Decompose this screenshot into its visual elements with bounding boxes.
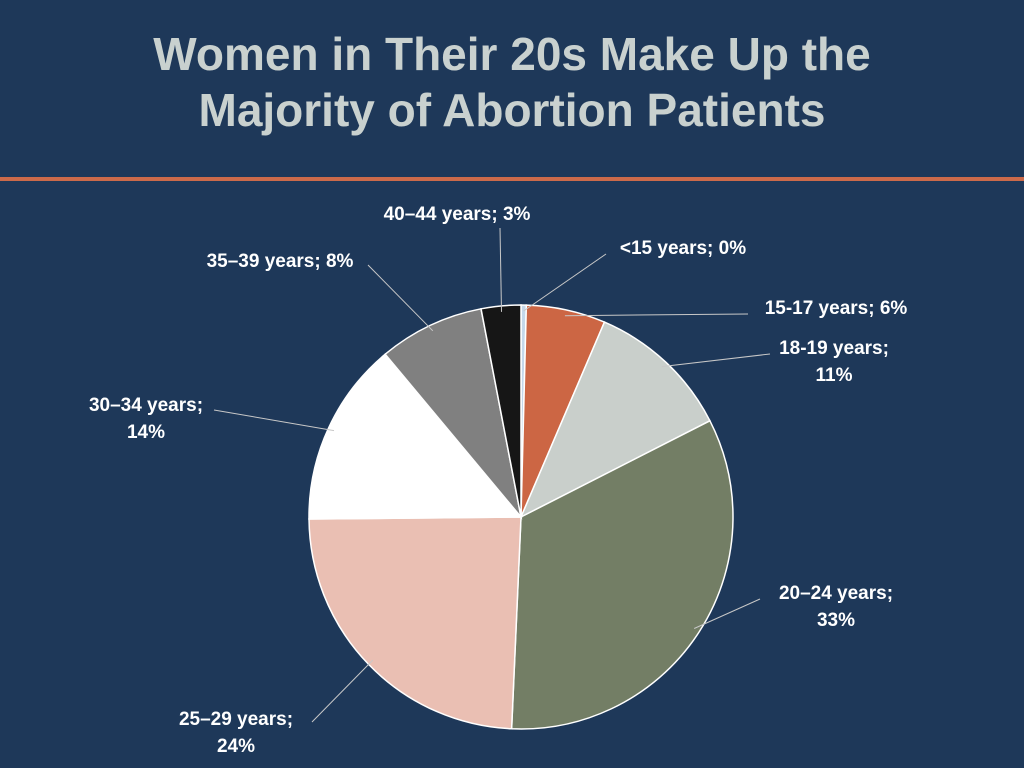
pie-slice [308, 516, 522, 730]
chart-title: Women in Their 20s Make Up the Majority … [0, 26, 1024, 138]
title-line-1: Women in Their 20s Make Up the [153, 28, 871, 80]
data-label: <15 years; 0% [620, 238, 746, 259]
data-label-line: 25–29 years; [179, 709, 293, 730]
leader-line [311, 659, 374, 723]
data-label: 25–29 years; 24% [179, 709, 293, 757]
data-label: 18-19 years; 11% [779, 338, 889, 386]
data-label-line: 24% [217, 736, 255, 757]
title-line-2: Majority of Abortion Patients [198, 84, 826, 136]
data-label: 20–24 years; 33% [779, 583, 893, 631]
leader-line [693, 598, 761, 629]
leader-lines [213, 227, 771, 723]
pie-slices [308, 304, 734, 730]
leader-line [499, 227, 502, 312]
data-label-line: 11% [816, 365, 853, 386]
leader-line [661, 353, 771, 368]
data-label: 40–44 years; 3% [384, 204, 531, 225]
leader-line [564, 313, 749, 317]
data-label: 30–34 years; 14% [89, 395, 203, 443]
title-divider [0, 177, 1024, 181]
data-labels: <15 years; 0% 15-17 years; 6% 18-19 years;… [89, 204, 907, 757]
data-label-line: 30–34 years; [89, 395, 203, 416]
pie-slice [510, 419, 734, 730]
leader-line [367, 264, 434, 332]
data-label-line: 20–24 years; [779, 583, 893, 604]
data-label-line: 14% [127, 422, 165, 443]
data-label-line: 33% [817, 610, 855, 631]
data-label-line: <15 years; 0% [620, 238, 746, 259]
data-label-line: 35–39 years; 8% [207, 251, 354, 272]
leader-line [213, 409, 335, 432]
data-label-line: 40–44 years; 3% [384, 204, 531, 225]
data-label-line: 18-19 years; [779, 338, 889, 359]
pie-slice [519, 321, 711, 519]
data-label-line: 15-17 years; 6% [765, 298, 908, 319]
leader-line [523, 253, 607, 312]
data-label: 35–39 years; 8% [207, 251, 354, 272]
data-label: 15-17 years; 6% [765, 298, 908, 319]
pie-slice [308, 353, 523, 520]
pie-slice [384, 307, 523, 520]
